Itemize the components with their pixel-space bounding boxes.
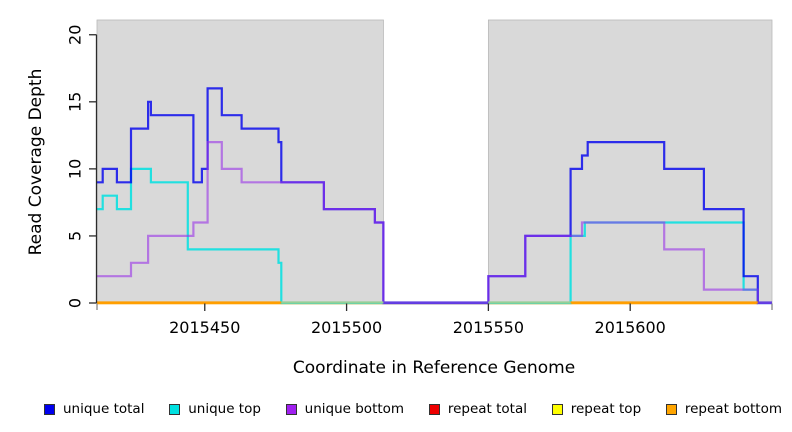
- y-tick-label: 10: [66, 159, 85, 179]
- legend-swatch-icon-repeat-top: [551, 403, 563, 415]
- legend-swatch-icon-unique-bottom: [285, 403, 297, 415]
- y-tick-label: 15: [66, 92, 85, 112]
- legend-label: unique top: [188, 401, 261, 417]
- legend-swatch-icon-unique-top: [169, 403, 181, 415]
- legend-swatch-icon-repeat-total: [428, 403, 440, 415]
- coverage-region-2: [487, 19, 773, 304]
- y-tick-label: 20: [66, 25, 85, 45]
- legend-swatch-icon-unique-total: [44, 403, 55, 415]
- y-tick-label: 5: [66, 231, 85, 241]
- legend-item-unique-top: unique top: [169, 401, 261, 417]
- legend-label: unique total: [63, 401, 145, 417]
- legend-item-unique-total: unique total: [44, 401, 144, 417]
- y-tick-label: 0: [66, 298, 85, 308]
- legend-label: repeat bottom: [684, 401, 782, 417]
- chart-legend: unique total unique top unique bottom repea…: [44, 398, 782, 420]
- legend-swatch-icon-repeat-bottom: [665, 403, 677, 415]
- series-unique-bottom: [97, 141, 772, 305]
- coverage-region-1: [96, 19, 384, 304]
- legend-item-repeat-total: repeat total: [428, 401, 527, 417]
- y-axis-title: Read Coverage Depth: [26, 68, 46, 256]
- legend-item-repeat-top: repeat top: [551, 401, 642, 417]
- legend-label: unique bottom: [304, 401, 405, 417]
- x-tick-label: 2015550: [453, 318, 524, 337]
- x-tick-label: 2015450: [169, 318, 240, 337]
- legend-label: repeat top: [570, 401, 642, 417]
- legend-label: repeat total: [447, 401, 527, 417]
- x-axis-title: Coordinate in Reference Genome: [292, 358, 576, 378]
- x-tick-label: 2015500: [311, 318, 382, 337]
- legend-item-repeat-bottom: repeat bottom: [665, 401, 782, 417]
- legend-item-unique-bottom: unique bottom: [285, 401, 405, 417]
- x-tick-label: 2015600: [595, 318, 666, 337]
